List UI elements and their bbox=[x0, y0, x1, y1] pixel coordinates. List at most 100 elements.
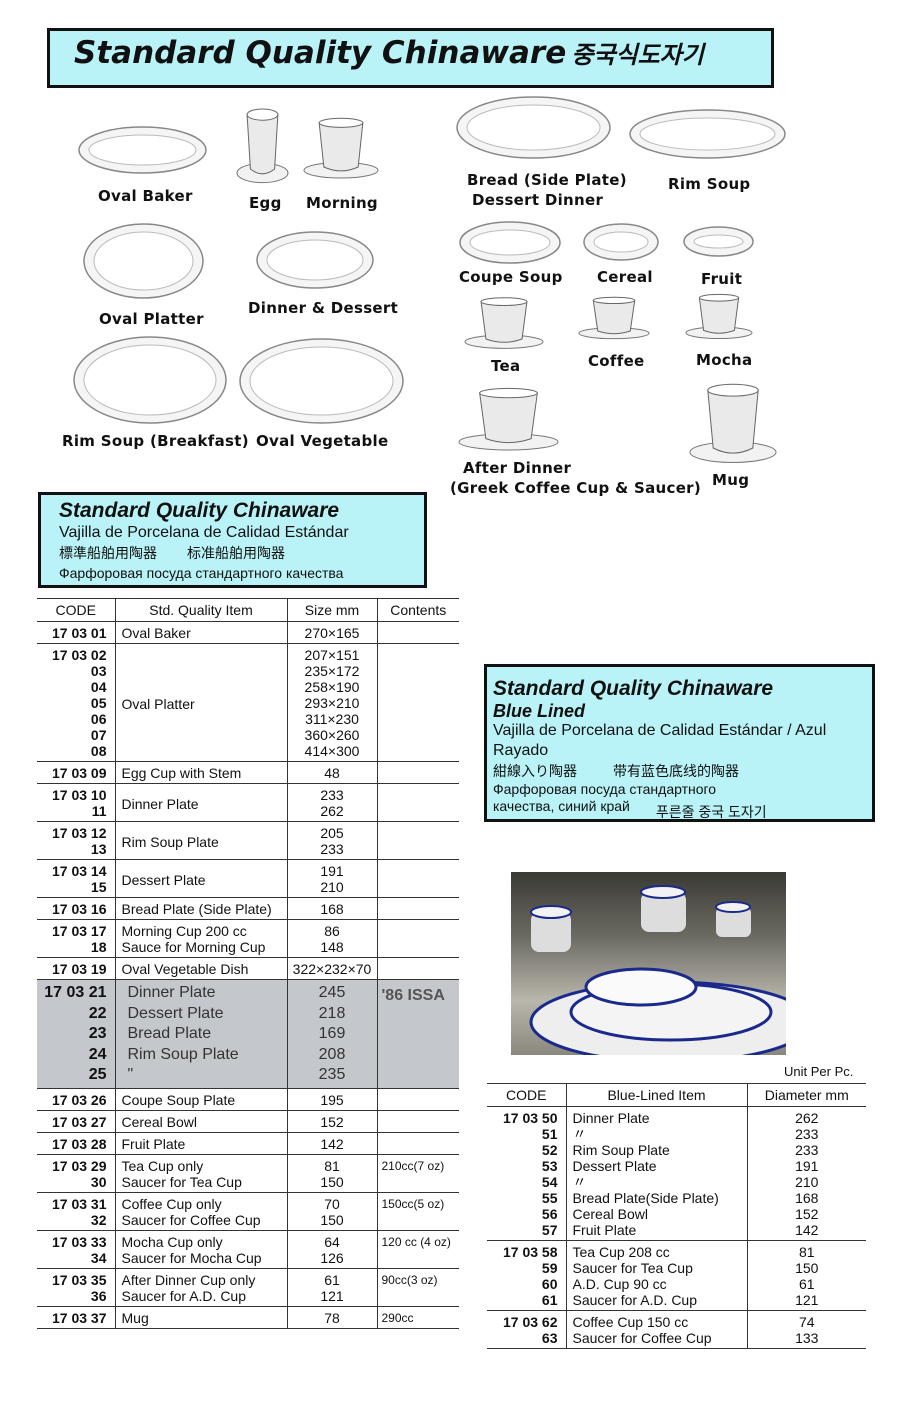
size: 245 bbox=[318, 984, 346, 1001]
size: 235×172 bbox=[304, 663, 360, 679]
size: 81 bbox=[798, 1244, 815, 1260]
size: 270×165 bbox=[304, 625, 360, 641]
item: Saucer for Coffee Cup bbox=[572, 1330, 712, 1346]
item: Saucer for Coffee Cup bbox=[121, 1211, 261, 1228]
code: 07 bbox=[90, 727, 107, 743]
column-header: Std. Quality Item bbox=[115, 598, 288, 622]
code: 04 bbox=[90, 679, 107, 695]
size: 142 bbox=[320, 1135, 344, 1152]
code: 60 bbox=[541, 1276, 558, 1292]
code: 53 bbox=[541, 1158, 558, 1174]
item: Cereal Bowl bbox=[572, 1206, 648, 1222]
table-row: 17 03 28 Fruit Plate 142 bbox=[37, 1132, 459, 1155]
item: Coffee Cup only bbox=[121, 1195, 222, 1212]
box1-title: Standard Quality Chinaware bbox=[59, 499, 340, 522]
code: 13 bbox=[90, 841, 107, 857]
code: 17 03 19 bbox=[52, 961, 107, 977]
contents: 210cc(7 oz) bbox=[381, 1158, 445, 1173]
picture-label: After Dinner bbox=[463, 459, 572, 477]
table-row: 17 03 02 03 04 05 06 07 08 Oval Platter 207×151 2… bbox=[37, 643, 459, 762]
blue-lined-info-box: Standard Quality Chinaware Blue Lined Va… bbox=[484, 664, 875, 822]
unit-note: Unit Per Pc. bbox=[784, 1064, 854, 1079]
item: After Dinner Cup only bbox=[121, 1271, 256, 1288]
size: 150 bbox=[320, 1211, 344, 1228]
picture-label: Dinner & Dessert bbox=[248, 299, 399, 317]
code: 17 03 62 bbox=[503, 1314, 558, 1330]
picture-label: Coffee bbox=[588, 352, 645, 370]
size: 262 bbox=[795, 1110, 819, 1126]
code: 17 03 09 bbox=[52, 765, 107, 781]
code: 17 03 31 bbox=[52, 1195, 107, 1212]
item: Morning Cup 200 cc bbox=[121, 923, 247, 939]
code: 03 bbox=[90, 663, 107, 679]
tea-cup-image bbox=[463, 295, 545, 350]
code: 22 bbox=[88, 1004, 107, 1022]
table-row: 17 03 58 59 60 61 Tea Cup 208 cc Saucer for T… bbox=[487, 1240, 866, 1311]
egg-cup-image bbox=[235, 105, 290, 185]
box2-title: Standard Quality Chinaware bbox=[493, 677, 774, 700]
item: Saucer for A.D. Cup bbox=[572, 1292, 698, 1308]
box2-subtitle: Blue Lined bbox=[493, 701, 586, 721]
title-main: Standard Quality Chinaware bbox=[74, 35, 567, 71]
size: 233 bbox=[320, 841, 344, 857]
code: 06 bbox=[90, 711, 107, 727]
table-row: 17 03 31 32 Coffee Cup only Saucer for Coff… bbox=[37, 1192, 459, 1231]
size: 218 bbox=[318, 1004, 346, 1022]
standard-quality-table: CODE Std. Quality Item Size mm Contents 17 0… bbox=[37, 598, 459, 1329]
code: 17 03 01 bbox=[52, 625, 107, 641]
code: 17 03 14 bbox=[52, 863, 107, 879]
code: 17 03 12 bbox=[52, 825, 107, 841]
picture-label: Cereal bbox=[597, 268, 653, 286]
item: Coffee Cup 150 cc bbox=[572, 1314, 689, 1330]
code: 17 03 28 bbox=[52, 1135, 107, 1152]
size: 121 bbox=[320, 1287, 344, 1304]
code: 17 03 58 bbox=[503, 1244, 558, 1260]
code: 32 bbox=[90, 1211, 107, 1228]
column-header: CODE bbox=[37, 598, 116, 622]
item: Rim Soup Plate bbox=[121, 834, 219, 850]
size: 360×260 bbox=[304, 727, 360, 743]
code: 24 bbox=[88, 1045, 107, 1063]
size: 191 bbox=[795, 1158, 819, 1174]
box2-korean: 푸른줄 중국 도자기 bbox=[655, 804, 767, 820]
size: 64 bbox=[324, 1233, 340, 1250]
size: 61 bbox=[798, 1276, 815, 1292]
table-row: 17 03 09 Egg Cup with Stem 48 bbox=[37, 761, 459, 784]
code: 15 bbox=[90, 879, 107, 895]
box1-chinese: 标准船舶用陶器 bbox=[187, 545, 285, 561]
code: 36 bbox=[90, 1287, 107, 1304]
size: 152 bbox=[795, 1206, 819, 1222]
size: 210 bbox=[795, 1174, 819, 1190]
item: Cereal Bowl bbox=[121, 1113, 197, 1130]
item: Oval Platter bbox=[121, 696, 195, 712]
blue-lined-dinnerware-photo bbox=[511, 872, 786, 1055]
cereal-bowl-image bbox=[582, 222, 660, 262]
code: 52 bbox=[541, 1142, 558, 1158]
mug-image bbox=[688, 380, 778, 465]
code: 17 03 21 bbox=[44, 984, 107, 1001]
table-row: 17 03 26 Coupe Soup Plate 195 bbox=[37, 1088, 459, 1111]
code: 17 03 10 bbox=[52, 787, 107, 803]
table-row: 17 03 27 Cereal Bowl 152 bbox=[37, 1110, 459, 1133]
morning-cup-image bbox=[302, 115, 380, 180]
table-row: 17 03 33 34 Mocha Cup only Saucer for Mocha… bbox=[37, 1230, 459, 1269]
mocha-cup-image bbox=[684, 292, 754, 340]
code: 17 03 29 bbox=[52, 1157, 107, 1174]
size: 126 bbox=[320, 1249, 344, 1266]
dinner-dessert-plates-image bbox=[255, 230, 375, 290]
table-row: 17 03 35 36 After Dinner Cup only Saucer fo… bbox=[37, 1268, 459, 1307]
oval-baker-image bbox=[77, 125, 208, 175]
table-row: 17 03 29 30 Tea Cup only Saucer for Tea Cup… bbox=[37, 1154, 459, 1193]
column-header: Blue-Lined Item bbox=[566, 1083, 748, 1107]
picture-label: Tea bbox=[491, 357, 521, 375]
item: Coupe Soup Plate bbox=[121, 1091, 236, 1108]
table-row: 17 03 50 51 52 53 54 55 56 57 Dinner Plate 〃 Rim S… bbox=[487, 1106, 866, 1241]
table-row: 17 03 37 Mug 78 290cc bbox=[37, 1306, 459, 1329]
item: Rim Soup Plate bbox=[572, 1142, 670, 1158]
code: 51 bbox=[541, 1126, 558, 1142]
code: 17 03 17 bbox=[52, 923, 107, 939]
size: 81 bbox=[324, 1157, 340, 1174]
code: 17 03 27 bbox=[52, 1113, 107, 1130]
size: 86 bbox=[324, 923, 340, 939]
size: 235 bbox=[318, 1066, 346, 1083]
